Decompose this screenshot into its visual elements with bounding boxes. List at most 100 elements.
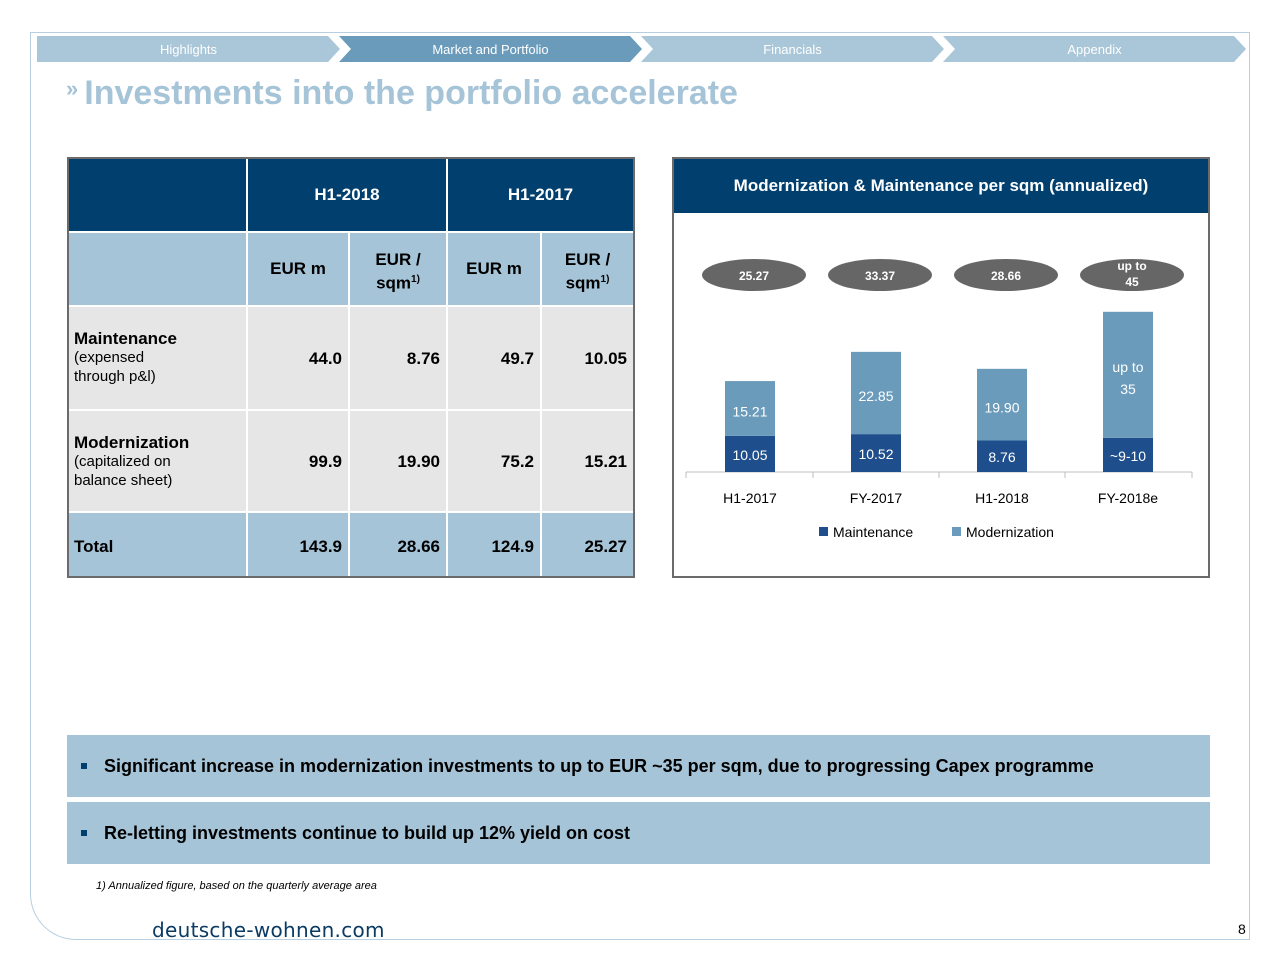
legend-label: Maintenance: [833, 524, 913, 540]
data-label-modernization: 35: [1120, 381, 1136, 397]
x-tick-label: FY-2017: [850, 490, 903, 506]
row-label-modernization: Modernization (capitalized on balance sh…: [74, 433, 244, 490]
table-cell: 15.21: [584, 452, 627, 471]
bar-modernization: [977, 368, 1027, 441]
total-label: 25.27: [739, 269, 769, 283]
chart-title: Modernization & Maintenance per sqm (ann…: [674, 159, 1208, 213]
table-cell: 124.9: [491, 537, 534, 556]
total-label: 28.66: [991, 269, 1021, 283]
table-cell: 25.27: [584, 537, 627, 556]
row-label-note: (expensed: [74, 349, 145, 366]
table-header-band: [69, 159, 633, 231]
brand-logo-text[interactable]: deutsche-wohnen.com: [152, 918, 385, 942]
total-pill: [828, 259, 932, 291]
title-text: Investments into the portfolio accelerat…: [84, 74, 738, 112]
data-label-modernization: 22.85: [858, 388, 893, 404]
nav-tab-label: Highlights: [159, 41, 218, 57]
legend-swatch-maintenance: [819, 527, 828, 536]
data-label-modernization: 19.90: [984, 400, 1019, 416]
bar-maintenance: [851, 434, 901, 472]
footnote-marker: 1): [600, 274, 610, 286]
investment-table: H1-2018 H1-2017 EUR m EUR / sqm1) EUR m …: [67, 157, 635, 578]
table-divider: [69, 511, 633, 513]
table-divider: [540, 233, 542, 576]
x-tick-label: H1-2017: [723, 490, 777, 506]
data-label-maintenance: ~9-10: [1110, 448, 1146, 464]
bar-maintenance: [977, 440, 1027, 472]
total-label: 45: [1125, 275, 1139, 289]
unit-text: sqm: [376, 273, 412, 293]
unit-header: EUR / sqm1): [350, 247, 446, 297]
total-label: 33.37: [865, 269, 895, 283]
table-row-band: [69, 411, 633, 511]
bullet-square-icon: [81, 763, 87, 769]
bullet-square-icon: [81, 830, 87, 836]
title-chevron: »: [66, 76, 79, 101]
bullet-text: Re-letting investments continue to build…: [104, 822, 631, 843]
total-label: up to: [1117, 259, 1146, 273]
total-pill: [1080, 259, 1184, 291]
table-divider: [348, 233, 350, 576]
table-total-band: [69, 513, 633, 576]
table-divider: [446, 159, 448, 576]
bar-modernization: [1103, 311, 1153, 438]
row-label-text: Modernization: [74, 433, 190, 452]
data-label-modernization: 15.21: [732, 403, 767, 419]
unit-header: EUR m: [466, 259, 522, 278]
row-label-total: Total: [74, 537, 114, 556]
table-cell: 49.7: [500, 349, 534, 368]
total-pill: [954, 259, 1058, 291]
page-number: 8: [1238, 921, 1246, 937]
footnote-marker: 1): [411, 274, 420, 286]
nav-tab-label: Financials: [763, 41, 822, 57]
bar-maintenance: [1103, 437, 1153, 472]
bar-modernization: [851, 351, 901, 435]
x-tick-label: H1-2018: [975, 490, 1029, 506]
bullet-text: Significant increase in modernization in…: [104, 755, 1094, 776]
data-label-maintenance: 8.76: [988, 449, 1015, 465]
nav-tab-appendix[interactable]: Appendix: [943, 36, 1246, 62]
nav-tab-highlights[interactable]: Highlights: [37, 36, 340, 62]
data-label-modernization: up to: [1112, 359, 1143, 375]
table-cell: 143.9: [299, 537, 342, 556]
chart-panel: Modernization & Maintenance per sqm (ann…: [672, 157, 1210, 578]
row-label-note: (capitalized on: [74, 453, 171, 470]
page-title: » Investments into the portfolio acceler…: [66, 74, 738, 113]
table-cell: 10.05: [584, 349, 627, 368]
frame-top-line: [30, 32, 1250, 33]
unit-line: EUR /: [564, 250, 611, 270]
nav-tab-market-and-portfolio[interactable]: Market and Portfolio: [339, 36, 642, 62]
table-cell: 8.76: [406, 349, 440, 368]
table-row-band: [69, 307, 633, 409]
legend-swatch-modernization: [952, 527, 961, 536]
row-label-text: Maintenance: [74, 329, 177, 348]
period-header: H1-2018: [314, 185, 380, 204]
unit-line: sqm1): [376, 270, 420, 294]
table-divider: [69, 305, 633, 307]
section-nav: Highlights Market and Portfolio Financia…: [37, 36, 1247, 62]
bar-modernization: [725, 381, 775, 436]
bar-maintenance: [725, 435, 775, 472]
unit-line: EUR /: [375, 250, 421, 270]
unit-line: sqm1): [566, 270, 610, 294]
row-label-note: through p&l): [74, 368, 156, 385]
nav-tab-financials[interactable]: Financials: [641, 36, 944, 62]
table-divider: [246, 159, 248, 576]
bullet-item: Significant increase in modernization in…: [67, 735, 1210, 797]
data-label-maintenance: 10.52: [858, 446, 893, 462]
unit-text: sqm: [565, 273, 601, 293]
period-header: H1-2017: [507, 185, 574, 204]
table-divider: [69, 409, 633, 411]
nav-tab-label: Appendix: [1067, 41, 1122, 57]
footnote: 1) Annualized figure, based on the quart…: [96, 880, 377, 892]
row-label-note: balance sheet): [74, 472, 173, 489]
unit-header: EUR / sqm1): [542, 247, 633, 297]
table-cell: 28.66: [397, 537, 440, 556]
data-label-maintenance: 10.05: [732, 447, 767, 463]
bullet-item: Re-letting investments continue to build…: [67, 802, 1210, 864]
table-cell: 75.2: [500, 452, 534, 471]
x-tick-label: FY-2018e: [1098, 490, 1158, 506]
table-cell: 99.9: [308, 452, 342, 471]
table-divider: [69, 231, 633, 233]
stacked-bar-chart: 10.05 15.21 H1-2017 25.27 10.52 22.85 FY-2017 3…: [685, 259, 1193, 540]
